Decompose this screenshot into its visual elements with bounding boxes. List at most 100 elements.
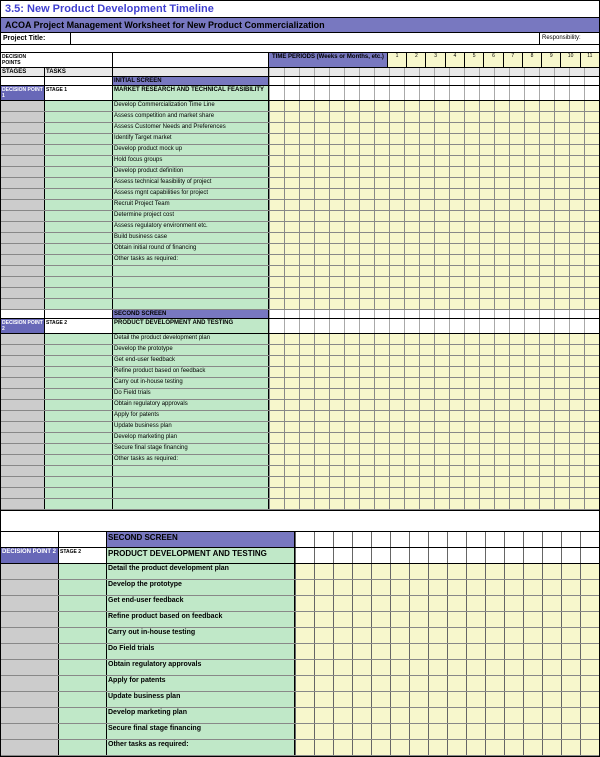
timeline-cell[interactable] [434, 200, 449, 210]
timeline-cell[interactable] [428, 692, 447, 707]
timeline-cell[interactable] [584, 222, 599, 232]
timeline-cell[interactable] [479, 411, 494, 421]
timeline-cell[interactable] [509, 299, 524, 309]
timeline-cell[interactable] [466, 708, 485, 723]
timeline-cell[interactable] [284, 211, 299, 221]
timeline-cell[interactable] [479, 310, 494, 318]
timeline-cell[interactable] [464, 178, 479, 188]
timeline-cell[interactable] [359, 477, 374, 487]
timeline-cell[interactable] [419, 145, 434, 155]
timeline-cell[interactable] [509, 277, 524, 287]
timeline-cell[interactable] [539, 411, 554, 421]
timeline-cell[interactable] [352, 580, 371, 595]
timeline-cell[interactable] [359, 68, 374, 76]
timeline-cell[interactable] [314, 356, 329, 366]
timeline-cell[interactable] [494, 400, 509, 410]
timeline-cell[interactable] [449, 68, 464, 76]
timeline-cell[interactable] [434, 211, 449, 221]
timeline-cell[interactable] [524, 367, 539, 377]
timeline-cell[interactable] [344, 367, 359, 377]
timeline-cell[interactable] [523, 628, 542, 643]
timeline-cell[interactable] [389, 411, 404, 421]
timeline-cell[interactable] [389, 345, 404, 355]
timeline-cell[interactable] [584, 288, 599, 298]
timeline-cell[interactable] [344, 334, 359, 344]
timeline-cell[interactable] [344, 86, 359, 100]
timeline-cell[interactable] [284, 389, 299, 399]
timeline-cell[interactable] [449, 266, 464, 276]
timeline-cell[interactable] [524, 433, 539, 443]
timeline-cell[interactable] [584, 299, 599, 309]
timeline-cell[interactable] [524, 145, 539, 155]
timeline-cell[interactable] [509, 310, 524, 318]
timeline-cell[interactable] [374, 400, 389, 410]
timeline-cell[interactable] [464, 444, 479, 454]
timeline-cell[interactable] [404, 422, 419, 432]
timeline-cell[interactable] [509, 288, 524, 298]
timeline-cell[interactable] [479, 455, 494, 465]
timeline-cell[interactable] [389, 378, 404, 388]
timeline-cell[interactable] [554, 444, 569, 454]
timeline-cell[interactable] [299, 211, 314, 221]
timeline-cell[interactable] [542, 644, 561, 659]
timeline-cell[interactable] [344, 488, 359, 498]
timeline-cell[interactable] [371, 548, 390, 563]
timeline-cell[interactable] [359, 356, 374, 366]
timeline-cell[interactable] [314, 444, 329, 454]
timeline-cell[interactable] [464, 400, 479, 410]
timeline-cell[interactable] [494, 156, 509, 166]
timeline-cell[interactable] [449, 156, 464, 166]
timeline-cell[interactable] [284, 167, 299, 177]
timeline-cell[interactable] [404, 400, 419, 410]
timeline-cell[interactable] [314, 233, 329, 243]
timeline-cell[interactable] [434, 101, 449, 111]
timeline-cell[interactable] [554, 433, 569, 443]
timeline-cell[interactable] [404, 200, 419, 210]
timeline-cell[interactable] [344, 277, 359, 287]
timeline-cell[interactable] [409, 564, 428, 579]
timeline-cell[interactable] [329, 77, 344, 85]
timeline-cell[interactable] [580, 740, 599, 755]
timeline-cell[interactable] [269, 244, 284, 254]
timeline-cell[interactable] [295, 676, 314, 691]
timeline-cell[interactable] [561, 676, 580, 691]
timeline-cell[interactable] [359, 400, 374, 410]
timeline-cell[interactable] [344, 422, 359, 432]
timeline-cell[interactable] [504, 596, 523, 611]
timeline-cell[interactable] [464, 123, 479, 133]
timeline-cell[interactable] [561, 564, 580, 579]
timeline-cell[interactable] [569, 367, 584, 377]
timeline-cell[interactable] [329, 466, 344, 476]
timeline-cell[interactable] [314, 86, 329, 100]
timeline-cell[interactable] [344, 134, 359, 144]
timeline-cell[interactable] [584, 244, 599, 254]
timeline-cell[interactable] [523, 596, 542, 611]
timeline-cell[interactable] [504, 708, 523, 723]
timeline-cell[interactable] [371, 692, 390, 707]
timeline-cell[interactable] [329, 356, 344, 366]
timeline-cell[interactable] [314, 564, 333, 579]
timeline-cell[interactable] [314, 532, 333, 547]
timeline-cell[interactable] [449, 488, 464, 498]
timeline-cell[interactable] [404, 277, 419, 287]
timeline-cell[interactable] [466, 564, 485, 579]
timeline-cell[interactable] [269, 455, 284, 465]
timeline-cell[interactable] [329, 200, 344, 210]
timeline-cell[interactable] [344, 319, 359, 333]
timeline-cell[interactable] [539, 345, 554, 355]
timeline-cell[interactable] [419, 310, 434, 318]
timeline-cell[interactable] [404, 134, 419, 144]
timeline-cell[interactable] [371, 676, 390, 691]
timeline-cell[interactable] [554, 77, 569, 85]
timeline-cell[interactable] [494, 189, 509, 199]
timeline-cell[interactable] [485, 724, 504, 739]
timeline-cell[interactable] [479, 422, 494, 432]
timeline-cell[interactable] [504, 612, 523, 627]
timeline-cell[interactable] [390, 740, 409, 755]
timeline-cell[interactable] [464, 244, 479, 254]
timeline-cell[interactable] [409, 708, 428, 723]
timeline-cell[interactable] [504, 628, 523, 643]
timeline-cell[interactable] [404, 356, 419, 366]
timeline-cell[interactable] [389, 466, 404, 476]
timeline-cell[interactable] [404, 299, 419, 309]
